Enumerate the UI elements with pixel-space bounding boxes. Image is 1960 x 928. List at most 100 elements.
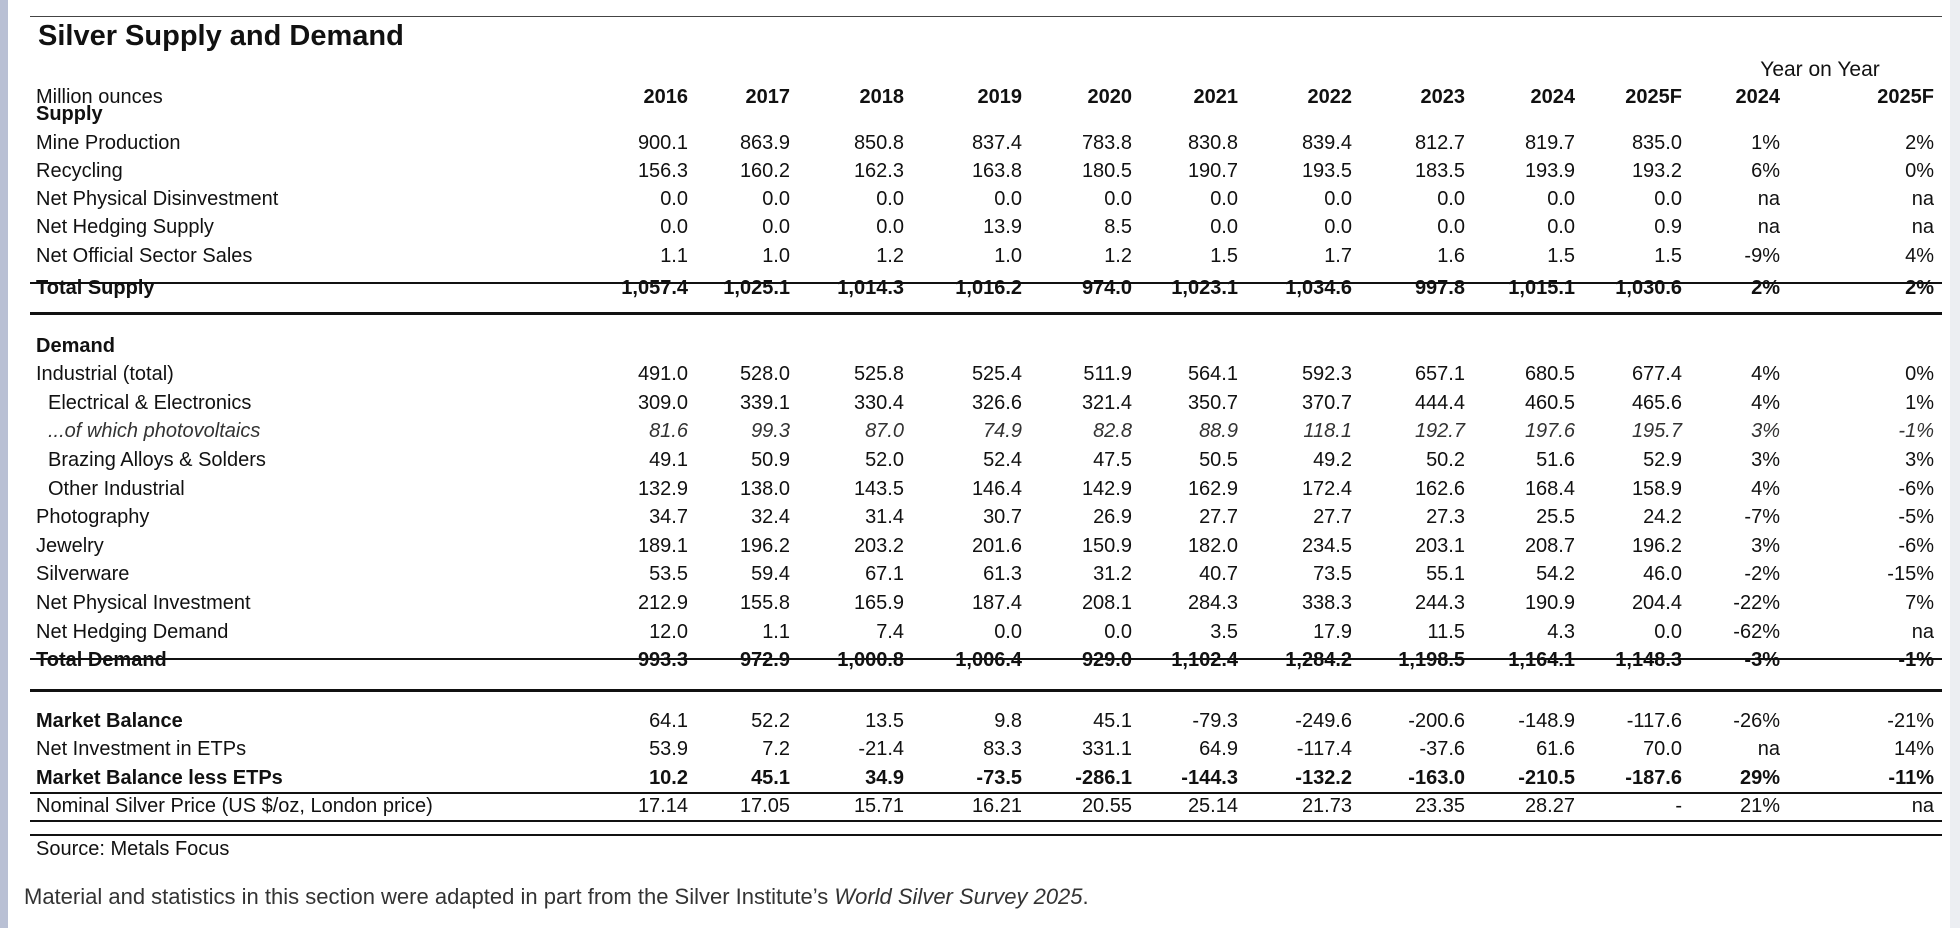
cell-2016: 64.1: [649, 710, 688, 732]
cell-2023: 23.35: [1414, 795, 1465, 817]
total-row: Total Supply 1,057.4 1,025.1 1,014.3 1,016.2…: [36, 274, 1942, 302]
cell-2018: 1.2: [876, 245, 904, 267]
cell-2016: 212.9: [637, 592, 688, 614]
cell-2020: 8.5: [1104, 216, 1132, 238]
cell-2018: 0.0: [876, 188, 904, 210]
cell-2025F: 195.7: [1631, 420, 1682, 442]
cell-2017: 339.1: [739, 392, 790, 414]
cell-2021: 50.5: [1199, 449, 1238, 471]
yoy-cell-2024: 3%: [1751, 449, 1780, 471]
cell-2018: 31.4: [865, 506, 904, 528]
yoy-cell-2025F: -21%: [1887, 710, 1934, 732]
cell-2021: 162.9: [1187, 478, 1238, 500]
cell-2016: 1.1: [660, 245, 688, 267]
yoy-cell-2024: 21%: [1739, 795, 1780, 817]
table-row: Industrial (total) 491.0 528.0 525.8 525.4 51…: [36, 360, 1942, 388]
cell-2022: 49.2: [1313, 449, 1352, 471]
cell-2022: 0.0: [1324, 188, 1352, 210]
cell-2025F: 204.4: [1631, 592, 1682, 614]
yoy-cell-2024: na: [1757, 188, 1780, 210]
cell-2019: 0.0: [994, 621, 1022, 643]
cell-2017: 7.2: [762, 738, 790, 760]
cell-2022: 592.3: [1301, 363, 1352, 385]
table-row: Net Hedging Supply 0.0 0.0 0.0 13.9 8.5 0.0 0.0…: [36, 213, 1942, 241]
table-row: Other Industrial 132.9 138.0 143.5 146.4 142.…: [36, 475, 1942, 503]
table-title: Silver Supply and Demand: [38, 20, 404, 52]
yoy-cell-2024: na: [1757, 738, 1780, 760]
cell-2016: 12.0: [649, 621, 688, 643]
cell-2021: 284.3: [1187, 592, 1238, 614]
cell-2022: -132.2: [1295, 767, 1352, 789]
cell-2022: 0.0: [1324, 216, 1352, 238]
cell-2022: -249.6: [1295, 710, 1352, 732]
yoy-cell-2025F: -15%: [1887, 563, 1934, 585]
cell-2018: 162.3: [853, 160, 904, 182]
table-row: Net Physical Disinvestment 0.0 0.0 0.0 0.0 0.…: [36, 185, 1942, 213]
yoy-cell-2024: na: [1757, 216, 1780, 238]
cell-2019: 30.7: [983, 506, 1022, 528]
yoy-cell-2024: 29%: [1739, 767, 1780, 789]
yoy-cell-2025F: na: [1911, 216, 1934, 238]
cell-2016: 0.0: [660, 188, 688, 210]
cell-2023: 162.6: [1414, 478, 1465, 500]
row-label: Brazing Alloys & Solders: [48, 449, 266, 471]
yoy-cell-2024: -22%: [1733, 592, 1780, 614]
cell-2023: -37.6: [1419, 738, 1465, 760]
cell-2020: 1.2: [1104, 245, 1132, 267]
footnote-publication: World Silver Survey 2025: [834, 884, 1083, 909]
cell-2025F: 835.0: [1631, 132, 1682, 154]
cell-2018: 15.71: [853, 795, 904, 817]
cell-2025F: 196.2: [1631, 535, 1682, 557]
cell-2022: 27.7: [1313, 506, 1352, 528]
cell-2025F: 465.6: [1631, 392, 1682, 414]
table-row: Net Investment in ETPs 53.9 7.2 -21.4 83.3 33…: [36, 735, 1942, 763]
cell-2021: 1,023.1: [1171, 277, 1238, 299]
cell-2017: 863.9: [739, 132, 790, 154]
cell-2016: 309.0: [637, 392, 688, 414]
cell-2020: 142.9: [1081, 478, 1132, 500]
table-row: Jewelry 189.1 196.2 203.2 201.6 150.9 182.0 234…: [36, 532, 1942, 560]
table-row: Brazing Alloys & Solders 49.1 50.9 52.0 52.4…: [36, 446, 1942, 474]
cell-2024: 0.0: [1547, 216, 1575, 238]
table-row: Net Official Sector Sales 1.1 1.0 1.2 1.0 1.2…: [36, 242, 1942, 270]
cell-2016: 17.14: [637, 795, 688, 817]
cell-2022: -117.4: [1296, 738, 1352, 760]
cell-2016: 53.9: [649, 738, 688, 760]
row-label: Other Industrial: [48, 478, 185, 500]
cell-2019: 0.0: [994, 188, 1022, 210]
row-label: ...of which photovoltaics: [48, 420, 261, 442]
cell-2019: 52.4: [983, 449, 1022, 471]
cell-2020: 26.9: [1093, 506, 1132, 528]
cell-2021: 564.1: [1187, 363, 1238, 385]
cell-2023: 11.5: [1427, 621, 1465, 643]
row-label: Photography: [36, 506, 150, 528]
cell-2019: 837.4: [971, 132, 1022, 154]
yoy-cell-2025F: 3%: [1905, 449, 1934, 471]
yoy-cell-2025F: -11%: [1888, 767, 1934, 789]
cell-2016: 49.1: [649, 449, 688, 471]
cell-2022: 1.7: [1324, 245, 1352, 267]
cell-2021: 190.7: [1187, 160, 1238, 182]
cell-2019: 201.6: [971, 535, 1022, 557]
cell-2021: 182.0: [1187, 535, 1238, 557]
row-label: Net Physical Disinvestment: [36, 188, 279, 210]
rule-below-total-demand: [30, 689, 1942, 692]
table-row: Nominal Silver Price (US $/oz, London pr…: [36, 792, 1942, 820]
yoy-cell-2025F: na: [1911, 795, 1934, 817]
row-label: Net Hedging Supply: [36, 216, 214, 238]
cell-2025F: 677.4: [1631, 363, 1682, 385]
cell-2025F: 1,030.6: [1615, 277, 1682, 299]
row-label: Net Official Sector Sales: [36, 245, 253, 267]
cell-2016: 1,057.4: [621, 277, 688, 299]
cell-2017: 196.2: [739, 535, 790, 557]
cell-2016: 81.6: [649, 420, 688, 442]
cell-2017: 972.9: [739, 649, 790, 671]
cell-2024: 54.2: [1536, 563, 1575, 585]
cell-2019: 146.4: [971, 478, 1022, 500]
cell-2019: 1.0: [994, 245, 1022, 267]
cell-2019: 74.9: [983, 420, 1022, 442]
cell-2024: 190.9: [1524, 592, 1575, 614]
yoy-cell-2025F: -5%: [1898, 506, 1934, 528]
cell-2020: 82.8: [1093, 420, 1132, 442]
cell-2018: 143.5: [853, 478, 904, 500]
